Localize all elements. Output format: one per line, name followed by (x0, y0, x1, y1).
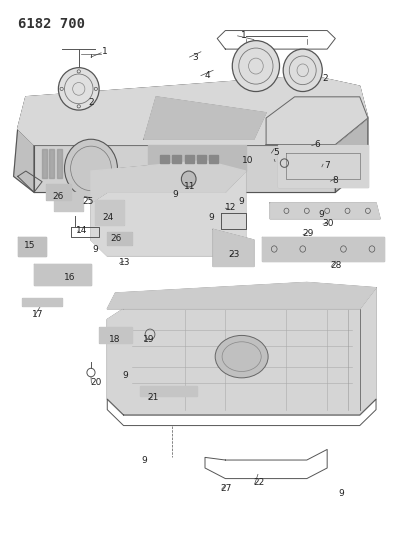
Text: 10: 10 (241, 156, 253, 165)
Polygon shape (34, 144, 335, 192)
Polygon shape (139, 386, 196, 397)
Polygon shape (13, 128, 34, 192)
Polygon shape (270, 203, 379, 219)
Text: 6: 6 (313, 140, 319, 149)
Text: 8: 8 (332, 175, 337, 184)
Bar (56, 149, 61, 178)
Text: 27: 27 (220, 483, 231, 492)
Polygon shape (22, 298, 62, 306)
Text: 22: 22 (252, 478, 264, 487)
Bar (49, 149, 54, 178)
Text: 26: 26 (110, 235, 121, 244)
Text: 26: 26 (53, 192, 64, 201)
Text: 2: 2 (321, 74, 327, 83)
Text: 4: 4 (204, 71, 209, 80)
Polygon shape (54, 192, 83, 211)
Text: 13: 13 (118, 258, 130, 266)
Polygon shape (18, 76, 367, 144)
Text: 30: 30 (321, 219, 333, 228)
Text: 11: 11 (183, 182, 195, 191)
Text: 23: 23 (228, 251, 239, 260)
Polygon shape (261, 237, 383, 261)
Polygon shape (91, 160, 245, 203)
Bar (42, 149, 47, 178)
Polygon shape (34, 264, 91, 285)
Text: 14: 14 (76, 226, 88, 235)
Text: 18: 18 (108, 335, 120, 344)
Text: 15: 15 (24, 241, 36, 250)
Polygon shape (46, 184, 70, 200)
Ellipse shape (215, 335, 267, 378)
Ellipse shape (58, 68, 99, 110)
Bar (209, 155, 218, 163)
Text: 9: 9 (338, 489, 344, 498)
Text: 3: 3 (191, 53, 197, 62)
Polygon shape (107, 282, 375, 309)
Polygon shape (213, 229, 253, 266)
Polygon shape (95, 200, 123, 225)
Text: 12: 12 (224, 203, 235, 212)
Text: 1: 1 (240, 31, 246, 41)
Text: 5: 5 (273, 148, 279, 157)
Text: 9: 9 (141, 456, 146, 465)
Text: 28: 28 (330, 261, 341, 270)
Text: 9: 9 (208, 213, 213, 222)
Bar (172, 155, 181, 163)
Ellipse shape (181, 171, 196, 187)
Polygon shape (99, 327, 131, 343)
Text: 29: 29 (301, 229, 312, 238)
Text: 7: 7 (324, 161, 329, 170)
Polygon shape (91, 171, 245, 256)
Ellipse shape (64, 139, 117, 198)
Polygon shape (335, 118, 367, 192)
Polygon shape (18, 237, 46, 256)
Text: 2: 2 (88, 98, 94, 107)
Bar (160, 155, 169, 163)
Text: 9: 9 (122, 370, 128, 379)
Text: 1: 1 (102, 47, 108, 56)
Text: 24: 24 (102, 213, 113, 222)
Text: 17: 17 (32, 310, 44, 319)
Text: 9: 9 (317, 210, 323, 219)
Ellipse shape (232, 41, 279, 92)
Text: 20: 20 (90, 377, 101, 386)
Polygon shape (107, 288, 375, 415)
Text: 9: 9 (172, 190, 178, 199)
Polygon shape (18, 76, 367, 144)
Text: 16: 16 (64, 272, 75, 281)
Polygon shape (148, 144, 245, 171)
Text: 25: 25 (82, 197, 93, 206)
Polygon shape (144, 97, 265, 139)
Text: 21: 21 (147, 393, 158, 402)
Bar (184, 155, 193, 163)
Text: 9: 9 (92, 245, 98, 254)
Text: 9: 9 (238, 197, 244, 206)
Ellipse shape (283, 49, 321, 92)
Text: 19: 19 (143, 335, 154, 344)
Bar (196, 155, 205, 163)
Text: 6182 700: 6182 700 (18, 17, 85, 31)
Polygon shape (278, 144, 367, 187)
Polygon shape (107, 232, 131, 245)
